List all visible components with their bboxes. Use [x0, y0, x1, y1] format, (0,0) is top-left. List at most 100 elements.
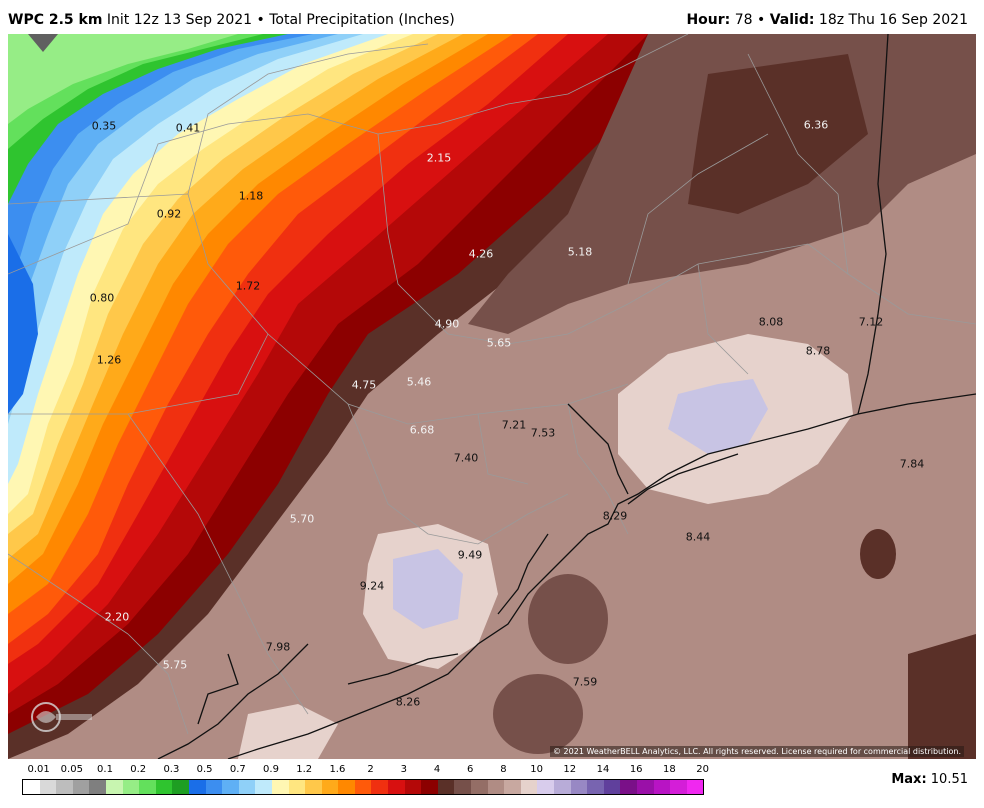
- legend-swatch: [670, 780, 687, 794]
- value-label: 0.80: [89, 291, 115, 305]
- value-label: 4.75: [351, 378, 377, 392]
- legend-swatch: [653, 780, 671, 794]
- color-legend: 0.01 0.05 0.1 0.2 0.3 0.5 0.7 0.9 1.2 1.6 2 3 4 6 8 10 1…: [22, 764, 709, 804]
- bullet-separator: •: [256, 12, 265, 28]
- precip-field: [8, 34, 976, 759]
- header-title: WPC 2.5 km Init 12z 13 Sep 2021 • Total …: [8, 12, 455, 28]
- value-label: 5.18: [567, 245, 593, 259]
- product-name: Total Precipitation (Inches): [269, 12, 455, 28]
- hour-label: Hour:: [686, 12, 731, 28]
- value-label: 7.40: [453, 451, 479, 465]
- legend-swatch: [105, 780, 123, 794]
- value-label: 7.84: [899, 457, 925, 471]
- legend-swatch: [238, 780, 256, 794]
- value-label: 9.49: [457, 548, 483, 562]
- legend-swatch: [487, 780, 505, 794]
- precipitation-map: 0.35 0.41 0.92 1.18 2.15 6.36 4.26 5.18 0.80 1.72…: [8, 34, 976, 759]
- value-label: 8.08: [758, 315, 784, 329]
- legend-tick-label: 14: [596, 764, 610, 775]
- legend-tick-label: 18: [663, 764, 676, 775]
- value-label: 4.90: [434, 317, 460, 331]
- legend-swatch: [371, 780, 389, 794]
- legend-swatch: [23, 780, 40, 794]
- value-label: 6.36: [803, 118, 829, 132]
- value-label: 0.35: [91, 119, 117, 133]
- legend-swatch: [155, 780, 173, 794]
- legend-swatch: [537, 780, 554, 794]
- legend-swatch: [338, 780, 355, 794]
- legend-tick-label: 12: [563, 764, 577, 775]
- legend-tick-label: 10: [530, 764, 543, 775]
- weatherbell-logo: [31, 702, 92, 732]
- max-value: Max: 10.51: [891, 772, 968, 787]
- legend-tick-label: 1.6: [329, 764, 346, 775]
- legend-swatch: [72, 780, 90, 794]
- bullet-separator-2: •: [757, 12, 766, 28]
- legend-swatch: [39, 780, 57, 794]
- legend-tick-label: 0.5: [196, 764, 213, 775]
- legend-swatch: [122, 780, 140, 794]
- legend-swatches: [22, 779, 705, 795]
- value-label: 5.75: [162, 658, 188, 672]
- model-name: WPC 2.5 km: [8, 12, 103, 28]
- legend-swatch: [205, 780, 223, 794]
- legend-swatch: [89, 780, 106, 794]
- value-label: 5.46: [406, 375, 432, 389]
- legend-swatch: [603, 780, 621, 794]
- legend-swatch: [520, 780, 538, 794]
- legend-swatch: [437, 780, 455, 794]
- legend-swatch: [188, 780, 206, 794]
- legend-tick-label: 0.9: [263, 764, 279, 775]
- value-label: 0.92: [156, 207, 182, 221]
- legend-tick-label: 3: [400, 764, 407, 775]
- legend-swatch: [454, 780, 472, 794]
- value-label: 8.78: [805, 344, 831, 358]
- value-label: 0.41: [175, 121, 201, 135]
- legend-swatch: [255, 780, 272, 794]
- legend-swatch: [271, 780, 289, 794]
- legend-swatch: [139, 780, 156, 794]
- legend-tick-label: 2: [367, 764, 374, 775]
- value-label: 7.12: [858, 315, 884, 329]
- value-label: 2.20: [104, 610, 130, 624]
- max-number: 10.51: [930, 772, 968, 787]
- legend-tick-label: 16: [629, 764, 643, 775]
- init-time: Init 12z 13 Sep 2021: [106, 12, 253, 28]
- legend-swatch: [686, 780, 704, 794]
- legend-swatch: [172, 780, 189, 794]
- value-label: 5.65: [486, 336, 512, 350]
- value-label: 9.24: [359, 579, 385, 593]
- legend-tick-label: 0.3: [163, 764, 180, 775]
- legend-swatch: [222, 780, 239, 794]
- legend-tick-label: 6: [467, 764, 474, 775]
- legend-swatch: [421, 780, 438, 794]
- legend-swatch: [587, 780, 604, 794]
- legend-swatch: [305, 780, 322, 794]
- value-label: 8.29: [602, 509, 628, 523]
- value-label: 8.26: [395, 695, 421, 709]
- value-label: 7.59: [572, 675, 598, 689]
- header-valid: Hour: 78 • Valid: 18z Thu 16 Sep 2021: [686, 12, 968, 28]
- legend-tick-label: 0.2: [130, 764, 147, 775]
- legend-tick-label: 1.2: [296, 764, 313, 775]
- legend-tick-label: 0.1: [97, 764, 113, 775]
- legend-tick-label: 8: [500, 764, 507, 775]
- value-label: 1.18: [238, 189, 264, 203]
- legend-tick-label: 0.05: [60, 764, 83, 775]
- valid-label: Valid:: [769, 12, 815, 28]
- legend-swatch: [354, 780, 372, 794]
- hour-value: 78: [734, 12, 753, 28]
- legend-tick-label: 4: [433, 764, 441, 775]
- value-label: 4.26: [468, 247, 494, 261]
- legend-tick-label: 0.7: [229, 764, 246, 775]
- value-label: 6.68: [409, 423, 435, 437]
- value-label: 1.72: [235, 279, 261, 293]
- legend-tick-label: 0.01: [27, 764, 50, 775]
- legend-swatch: [504, 780, 521, 794]
- value-label: 7.21: [501, 418, 527, 432]
- value-label: 2.15: [426, 151, 452, 165]
- legend-swatch: [471, 780, 488, 794]
- value-label: 1.26: [96, 353, 122, 367]
- header: WPC 2.5 km Init 12z 13 Sep 2021 • Total …: [0, 0, 984, 34]
- value-label: 5.70: [289, 512, 315, 526]
